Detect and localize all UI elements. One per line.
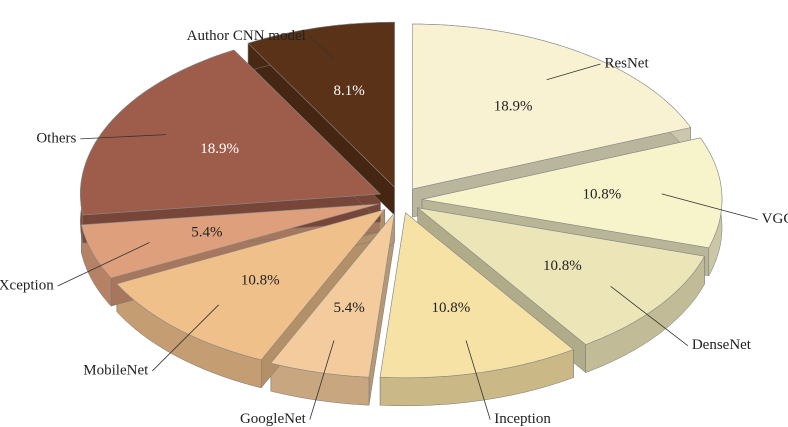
leader-line: [546, 63, 601, 81]
leader-line: [80, 134, 167, 140]
value-label: 5.4%: [191, 224, 222, 240]
leader-line: [309, 340, 335, 420]
category-label: VGG: [762, 211, 788, 227]
category-label: Xception: [0, 277, 54, 293]
leader-line: [57, 242, 150, 287]
slice: [247, 21, 395, 188]
value-label: 5.4%: [333, 300, 364, 316]
leader-line: [309, 36, 335, 60]
slice: [116, 208, 386, 361]
slice: [270, 211, 395, 378]
category-label: ResNet: [604, 55, 649, 71]
category-label: GoogleNet: [240, 411, 307, 427]
category-label: Others: [36, 130, 76, 146]
value-label: 10.8%: [432, 300, 471, 316]
slice: [81, 203, 380, 279]
slice: [411, 23, 692, 190]
slice-tops: [80, 21, 723, 379]
value-label: 18.9%: [494, 98, 533, 114]
leader-line: [465, 340, 491, 420]
value-label: 10.8%: [543, 258, 582, 274]
value-label: 18.9%: [200, 141, 239, 157]
leader-line: [661, 193, 758, 220]
leader-line: [610, 286, 689, 347]
slice: [80, 49, 382, 216]
category-label: Author CNN model: [187, 28, 306, 44]
category-label: DenseNet: [692, 337, 752, 353]
value-label: 8.1%: [333, 83, 364, 99]
slice: [416, 207, 705, 345]
category-label: MobileNet: [83, 362, 149, 378]
value-label: 10.8%: [241, 272, 280, 288]
slice: [421, 137, 723, 249]
slice: [379, 212, 575, 379]
labels: 18.9% ResNet 10.8% VGG 10.8% DenseNet 10.8% Inc…: [0, 28, 788, 427]
category-label: Inception: [494, 411, 551, 427]
leader-line: [152, 304, 219, 372]
value-label: 10.8%: [582, 187, 621, 203]
